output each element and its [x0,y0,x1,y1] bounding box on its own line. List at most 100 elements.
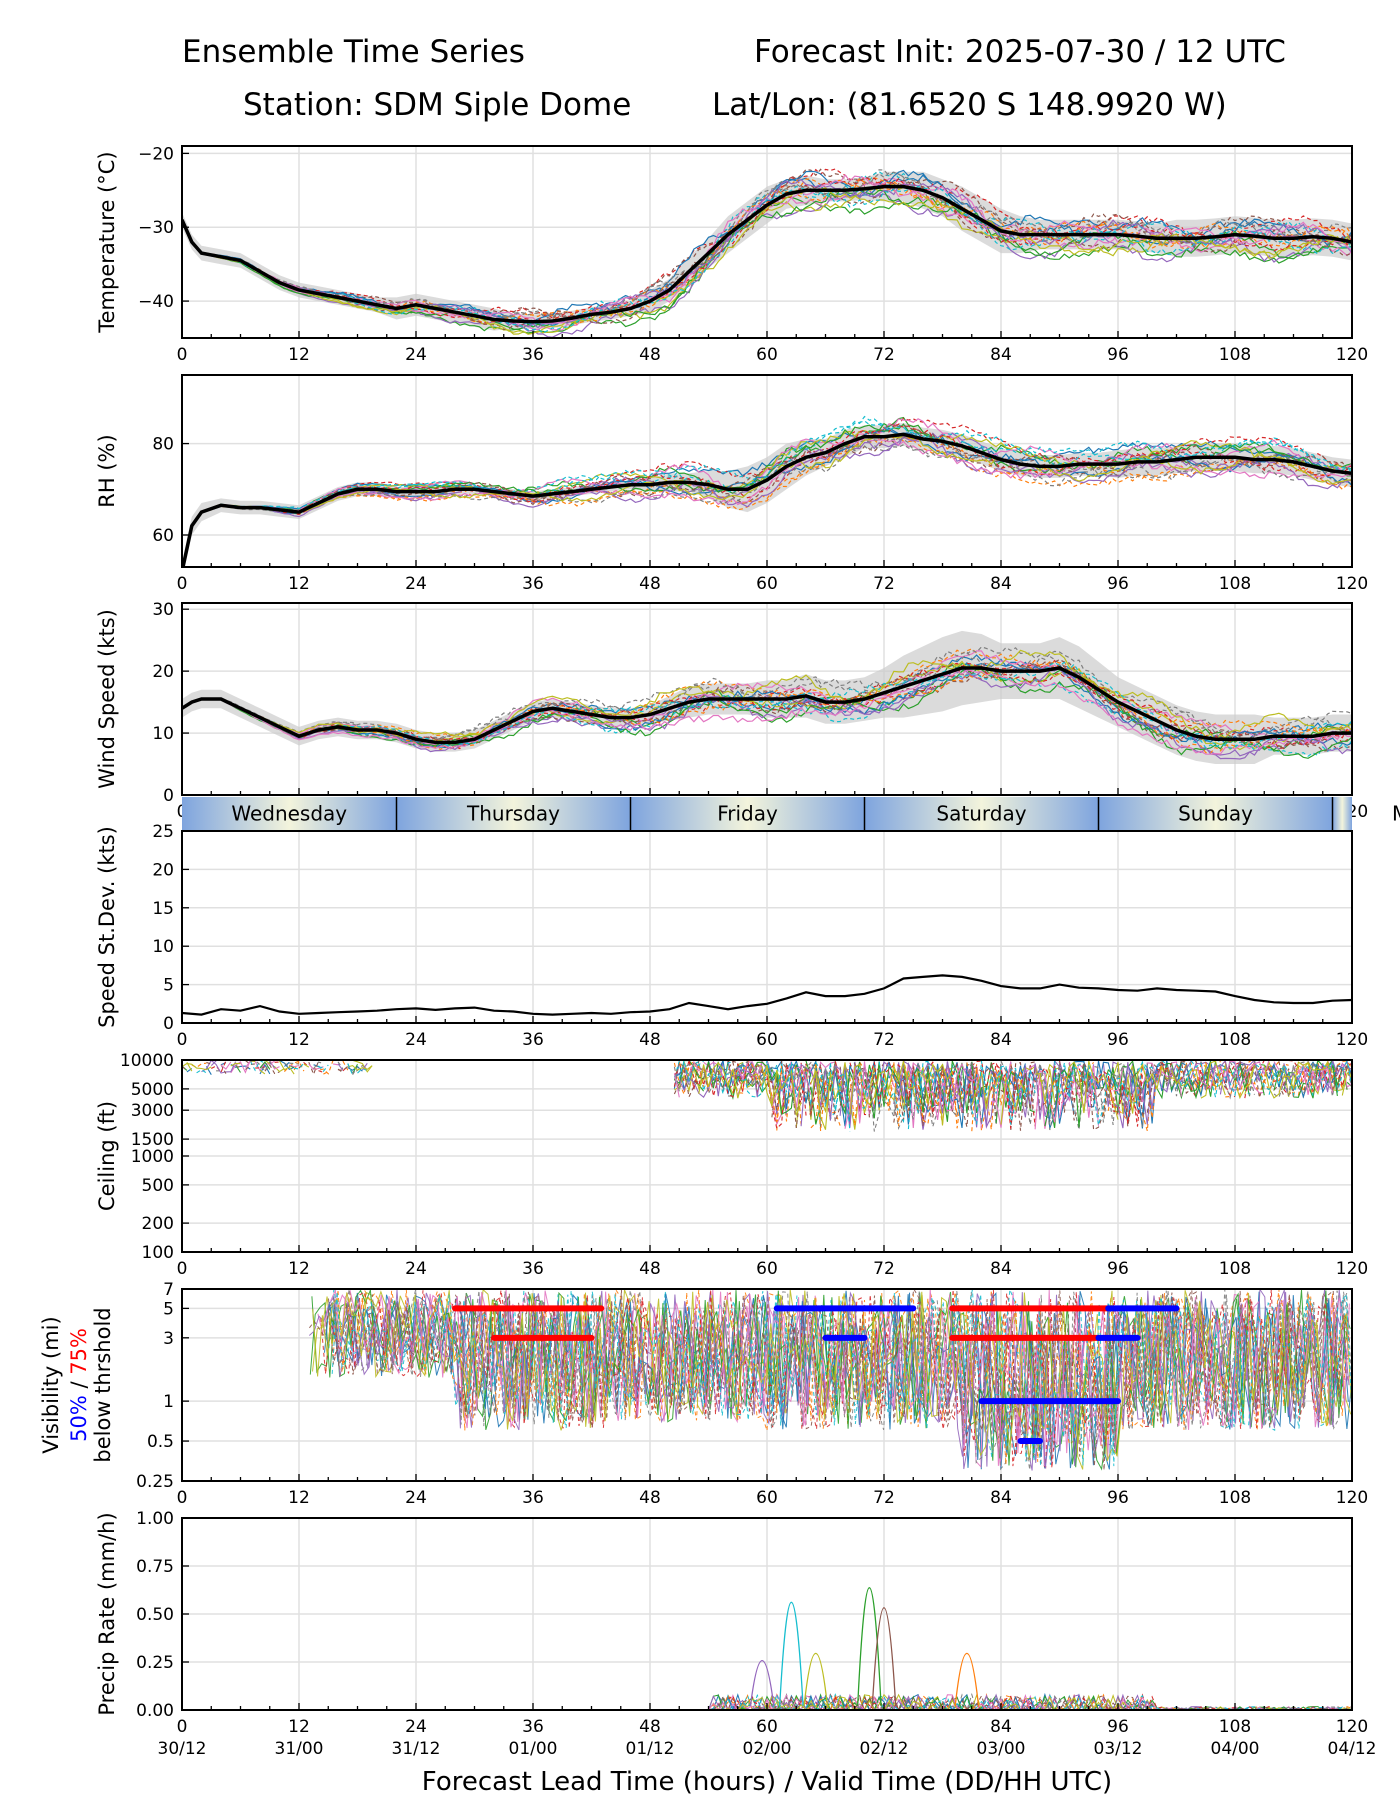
x-tick-label: 0 [177,1030,188,1050]
precip-member-line [182,1693,1352,1710]
x-tick-label: 72 [873,345,895,365]
valid-time-label: 02/00 [743,1739,792,1759]
x-tick-label: 108 [1219,345,1251,365]
x-tick-label: 12 [288,345,310,365]
x-tick-label: 120 [1336,1030,1368,1050]
x-tick-label: 96 [1107,1259,1129,1279]
vis-legend-line2: 50% / 75% [67,1328,91,1442]
station-label: Station: SDM Siple Dome [243,87,632,123]
x-tick-label: 72 [873,574,895,594]
x-tick-label: 48 [639,1717,661,1737]
y-tick-label: 5 [163,976,174,996]
y-tick-label: 0.50 [136,1605,174,1625]
panel-data-ceiling [182,1060,1352,1132]
x-tick-label: 96 [1107,1488,1129,1508]
x-tick-label: 96 [1107,345,1129,365]
x-tick-label: 12 [288,574,310,594]
ensemble-member-line [182,186,1352,334]
y-tick-label: 1500 [131,1130,174,1150]
ensemble-member-line [182,664,1352,752]
y-tick-label: 0.5 [147,1432,174,1452]
x-tick-label: 36 [522,345,544,365]
x-tick-label: 60 [756,1717,778,1737]
x-tick-label: 60 [756,345,778,365]
x-tick-label: 60 [756,1259,778,1279]
ensemble-member-line [182,171,1352,323]
y-axis-label: Ceiling (ft) [95,1101,119,1211]
x-tick-label: 24 [405,1488,427,1508]
y-tick-label: 200 [142,1214,174,1234]
valid-time-label: 31/00 [275,1739,324,1759]
ceiling-member-line [235,1060,1352,1131]
y-tick-label: 3000 [131,1101,174,1121]
x-tick-label: 60 [756,1488,778,1508]
precip-peak-line [749,1660,775,1707]
day-band-segment [1098,797,1333,830]
ensemble-member-line [182,168,1352,318]
x-tick-label: 96 [1107,1030,1129,1050]
y-tick-label: 10 [152,724,174,744]
x-tick-label: 0 [177,1259,188,1279]
y-tick-label: 20 [152,662,174,682]
x-tick-label: 72 [873,1717,895,1737]
valid-time-label: 04/12 [1328,1739,1377,1759]
x-tick-label: 72 [873,1030,895,1050]
x-tick-label: 84 [990,1717,1012,1737]
day-band-segment [182,797,397,830]
x-tick-label: 72 [873,1488,895,1508]
day-band: Wednesday Thursday Friday Saturday Sunday M [182,797,1400,830]
precip-peak-line [803,1653,829,1707]
y-tick-label: 100 [142,1243,174,1263]
y-axis-label: Speed St.Dev. (kts) [95,826,119,1028]
y-tick-label: 5000 [131,1080,174,1100]
x-tick-label: 0 [177,574,188,594]
y-tick-label: 7 [163,1280,174,1300]
x-tick-label: 60 [756,574,778,594]
y-axis-label: RH (%) [95,434,119,507]
ensemble-member-line [182,434,1352,567]
precip-peak-line [954,1653,980,1707]
y-tick-label: −30 [138,218,174,238]
visibility-member-line [312,1290,1352,1462]
x-tick-label: 24 [405,1030,427,1050]
y-tick-label: 30 [152,600,174,620]
ensemble-member-line [182,646,1352,740]
ensemble-member-line [182,435,1352,567]
y-tick-label: 60 [152,526,174,546]
latlon-label: Lat/Lon: (81.6520 S 148.9920 W) [712,87,1227,123]
visibility-member-line [331,1289,1352,1466]
visibility-member-line [311,1289,1351,1471]
day-band-segment [630,797,865,830]
y-tick-label: 0 [163,786,174,806]
x-tick-label: 108 [1219,574,1251,594]
figure-title: Ensemble Time Series [182,34,525,70]
valid-time-label: 02/12 [860,1739,909,1759]
panel-data-temperature [182,168,1352,338]
y-tick-label: 25 [152,822,174,842]
ensemble-member-line [182,650,1352,744]
y-tick-label: 0 [163,1014,174,1034]
x-tick-label: 24 [405,1717,427,1737]
x-tick-label: 36 [522,1717,544,1737]
day-label: Friday [717,802,778,826]
x-tick-label: 48 [639,1030,661,1050]
y-tick-label: 1.00 [136,1509,174,1529]
x-axis-label: Forecast Lead Time (hours) / Valid Time … [422,1767,1112,1797]
x-tick-label: 0 [177,1488,188,1508]
ensemble-member-line [182,669,1352,755]
y-tick-label: 80 [152,435,174,455]
precip-peak-line [857,1587,882,1707]
valid-time-label: 31/12 [392,1739,441,1759]
vis-50-label: 50% [67,1395,91,1442]
x-tick-label: 24 [405,1259,427,1279]
day-label: Saturday [936,802,1026,826]
valid-time-label: 04/00 [1211,1739,1260,1759]
ceiling-member-line [196,1060,1352,1132]
x-tick-label: 12 [288,1717,310,1737]
valid-time-label: 30/12 [158,1739,207,1759]
y-tick-label: 15 [152,899,174,919]
precip-peak-line [871,1607,897,1707]
x-tick-label: 108 [1219,1488,1251,1508]
visibility-member-line [330,1289,1350,1466]
